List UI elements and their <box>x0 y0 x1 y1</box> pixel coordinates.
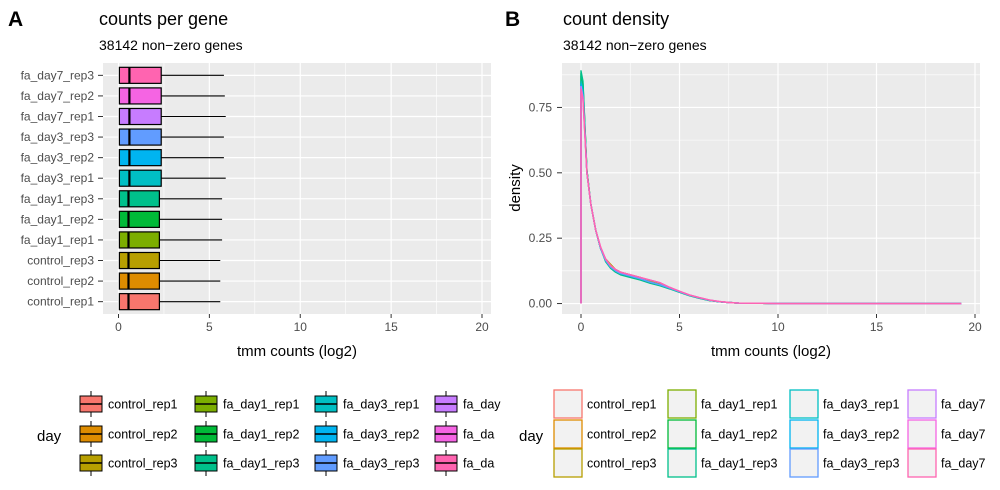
legend-key-fa_day7_rep3 <box>907 448 937 478</box>
panel-a-x-axis-title: tmm counts (log2) <box>237 343 357 360</box>
legend-label: fa_day1_rep1 <box>223 398 300 412</box>
box-control_rep3 <box>118 251 160 270</box>
panel-a-y-tick-label: fa_day3_rep2 <box>21 151 95 165</box>
legend-label: fa_day7 <box>941 428 986 442</box>
panel-a-legend: control_rep1 control_rep2 control_rep3 fa_d… <box>79 391 501 476</box>
legend-label: fa_day3_rep3 <box>823 457 900 471</box>
box-fa_day3_rep2 <box>118 149 162 167</box>
legend-label: fa_day3_rep2 <box>823 428 900 442</box>
panel-a-legend-title: day <box>37 428 62 445</box>
panel-b-y-tick-label: 0.75 <box>529 100 553 114</box>
panel-a-y-tick-label: fa_day7_rep3 <box>21 68 95 82</box>
panel-b-y-tick-label: 0.00 <box>529 297 553 311</box>
panel-b-subtitle: 38142 non−zero genes <box>563 37 707 53</box>
legend-label: fa_day1_rep3 <box>701 457 778 471</box>
panel-a-y-tick-label: fa_day1_rep2 <box>21 212 95 226</box>
panel-b-legend: control_rep1 control_rep2 control_rep3 fa_d… <box>553 389 986 478</box>
panel-b-grid <box>562 63 980 314</box>
panel-a-title: counts per gene <box>99 9 228 29</box>
panel-a-x-tick-label: 10 <box>294 320 308 334</box>
panel-b-x-tick-label: 5 <box>676 320 683 334</box>
legend-label: fa_da <box>463 457 494 471</box>
panel-b-y-tick-label: 0.50 <box>529 166 553 180</box>
legend-label: fa_day1_rep2 <box>223 428 300 442</box>
legend-key-fa_day3_rep2 <box>789 419 819 449</box>
legend-label: fa_da <box>463 428 494 442</box>
panel-a-y-tick-label: control_rep2 <box>27 274 94 288</box>
legend-label: fa_day3_rep1 <box>823 398 900 412</box>
panel-b-x-axis-title: tmm counts (log2) <box>711 343 831 360</box>
legend-label: fa_day <box>463 398 501 412</box>
legend-key-control_rep1 <box>553 389 583 419</box>
legend-label: fa_day1_rep1 <box>701 398 778 412</box>
panel-b-x-tick-label: 15 <box>870 320 884 334</box>
panel-a-y-tick-label: fa_day1_rep3 <box>21 192 95 206</box>
legend-key-control_rep3 <box>553 448 583 478</box>
box-fa_day1_rep2 <box>118 210 160 228</box>
panel-a-y-tick-label: fa_day3_rep1 <box>21 171 95 185</box>
panel-a-x-tick-label: 5 <box>206 320 213 334</box>
legend-label: fa_day7 <box>941 398 986 412</box>
legend-label: control_rep2 <box>587 428 657 442</box>
panel-b-legend-title: day <box>519 428 544 445</box>
box-control_rep1 <box>118 293 160 311</box>
legend-label: fa_day1_rep3 <box>223 457 300 471</box>
panel-b-letter: B <box>505 8 520 31</box>
panel-a-y-tick-label: fa_day3_rep3 <box>21 130 95 144</box>
density-line-fa_day7_rep3 <box>580 88 962 305</box>
panel-b-x-tick-label: 20 <box>968 320 982 334</box>
legend-label: fa_day3_rep2 <box>343 428 420 442</box>
panel-b-x-tick-label: 0 <box>578 320 585 334</box>
legend-label: fa_day3_rep1 <box>343 398 420 412</box>
panel-b-title: count density <box>563 9 669 29</box>
panel-b-y-tick-label: 0.25 <box>529 231 553 245</box>
panel-a-y-tick-labels: control_rep1 control_rep2 control_rep3 fa_d… <box>21 68 103 309</box>
box-fa_day3_rep3 <box>118 128 162 146</box>
legend-key-fa_day1_rep2 <box>667 419 697 449</box>
legend-label: fa_day1_rep2 <box>701 428 778 442</box>
legend-label: control_rep1 <box>108 398 178 412</box>
box-fa_day7_rep3 <box>118 66 162 84</box>
panel-a-grid <box>103 63 491 314</box>
panel-a-y-tick-label: fa_day7_rep2 <box>21 89 95 103</box>
legend-label: control_rep1 <box>587 398 657 412</box>
panel-a-plot-background <box>103 63 491 314</box>
panel-b-plot-background <box>562 63 980 314</box>
legend-key-fa_day7_rep1 <box>907 389 937 419</box>
panel-a-x-tick-label: 0 <box>115 320 122 334</box>
panel-a-y-tick-label: fa_day7_rep1 <box>21 109 95 123</box>
legend-label: control_rep2 <box>108 428 178 442</box>
legend-label: control_rep3 <box>587 457 657 471</box>
legend-key-fa_day7_rep2 <box>907 419 937 449</box>
panel-a-x-tick-label: 20 <box>475 320 489 334</box>
panel-a-x-tick-label: 15 <box>384 320 398 334</box>
legend-key-fa_day3_rep3 <box>789 448 819 478</box>
legend-label: control_rep3 <box>108 457 178 471</box>
legend-label: fa_day3_rep3 <box>343 457 420 471</box>
panel-a-letter: A <box>8 8 23 31</box>
panel-a-y-tick-label: control_rep3 <box>27 254 94 268</box>
legend-key-fa_day1_rep1 <box>667 389 697 419</box>
box-fa_day3_rep1 <box>118 169 162 187</box>
panel-a-y-tick-label: control_rep1 <box>27 295 94 309</box>
box-fa_day1_rep3 <box>118 190 160 208</box>
panel-a-subtitle: 38142 non−zero genes <box>99 37 243 53</box>
legend-key-fa_day3_rep1 <box>789 389 819 419</box>
legend-label: fa_day7 <box>941 457 986 471</box>
panel-b-y-axis-title: density <box>507 164 524 212</box>
box-fa_day1_rep1 <box>118 231 160 249</box>
legend-key-control_rep2 <box>553 419 583 449</box>
box-control_rep2 <box>118 272 160 290</box>
panel-a-boxes <box>118 66 226 311</box>
box-fa_day7_rep2 <box>118 87 162 105</box>
panel-b-x-tick-label: 10 <box>771 320 785 334</box>
box-fa_day7_rep1 <box>118 107 162 126</box>
legend-key-fa_day1_rep3 <box>667 448 697 478</box>
panel-b-y-tick-labels: 0.00 0.25 0.50 0.75 <box>529 100 562 311</box>
panel-b-x-tick-labels: 0 5 10 15 20 <box>578 314 982 334</box>
panel-a-y-tick-label: fa_day1_rep1 <box>21 233 95 247</box>
panel-a-x-tick-labels: 0 5 10 15 20 <box>115 314 489 334</box>
panel-b-density-lines <box>580 70 962 305</box>
